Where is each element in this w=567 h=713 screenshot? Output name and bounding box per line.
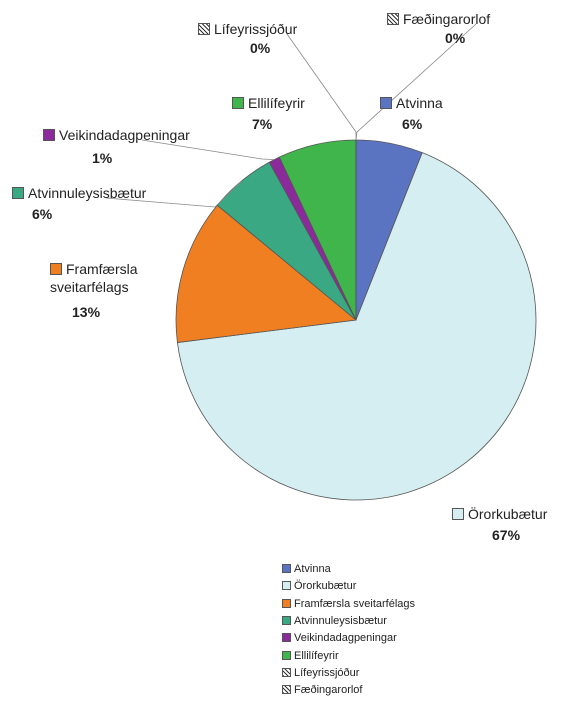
legend-item: Ellilífeyrir xyxy=(282,650,339,662)
pie-slice xyxy=(175,204,357,344)
leader-line xyxy=(286,33,357,140)
leader-line xyxy=(355,23,477,141)
slice-label: Ellilífeyrir xyxy=(232,94,352,112)
pie-slice xyxy=(176,152,537,501)
legend-label: Atvinnuleysisbætur xyxy=(294,614,387,627)
label-swatch xyxy=(198,23,210,35)
label-name: Framfærsla sveitarfélags xyxy=(50,261,138,295)
legend-swatch xyxy=(282,564,291,573)
slice-label: Fæðingarorlof xyxy=(387,10,537,28)
slice-label: Atvinna xyxy=(380,94,500,112)
legend-swatch xyxy=(282,633,291,643)
label-name: Lífeyrissjóður xyxy=(214,21,298,37)
label-swatch xyxy=(387,13,399,25)
label-swatch xyxy=(50,263,62,275)
legend-label: Atvinna xyxy=(294,563,331,575)
slice-value-label: 7% xyxy=(252,116,273,132)
legend-item: Fæðingarorlof xyxy=(282,684,362,696)
label-name: Atvinnuleysisbætur xyxy=(28,185,147,201)
legend-item: Atvinna xyxy=(282,563,331,575)
slice-value-label: 6% xyxy=(32,206,53,222)
legend-swatch xyxy=(282,598,291,608)
slice-label: Atvinnuleysisbætur xyxy=(12,184,172,202)
legend-label: Framfærsla sveitarfélags xyxy=(294,597,416,610)
legend-label: Veikindadagpeningar xyxy=(294,632,397,645)
legend-label: Fæðingarorlof xyxy=(294,684,363,697)
slice-value-label: 1% xyxy=(92,150,113,166)
leader-line xyxy=(105,181,242,208)
label-name: Örorkubætur xyxy=(468,506,548,522)
slice-value-label: 13% xyxy=(72,304,101,320)
label-name: Ellilífeyrir xyxy=(248,95,305,111)
legend-label: Ellilífeyrir xyxy=(294,649,339,662)
legend-label: Örorkubætur xyxy=(294,580,357,593)
label-swatch xyxy=(232,97,244,109)
label-swatch xyxy=(12,187,24,199)
legend-swatch xyxy=(282,685,291,695)
slice-label: Örorkubætur xyxy=(452,505,567,523)
slice-label: Veikindadagpeningar xyxy=(43,126,213,144)
label-name: Fæðingarorlof xyxy=(403,11,491,27)
slice-value-label: 0% xyxy=(445,30,466,46)
legend-item: Veikindadagpeningar xyxy=(282,632,397,644)
label-swatch xyxy=(43,129,55,141)
slice-value-label: 0% xyxy=(250,40,271,56)
label-swatch xyxy=(452,508,464,520)
legend-swatch xyxy=(282,615,291,625)
legend-item: Lífeyrissjóður xyxy=(282,667,359,679)
legend-item: Framfærsla sveitarfélags xyxy=(282,598,415,610)
legend-label: Lífeyrissjóður xyxy=(294,666,360,679)
label-swatch xyxy=(380,97,392,109)
legend-swatch xyxy=(282,581,291,591)
legend-item: Atvinnuleysisbætur xyxy=(282,615,387,627)
label-name: Veikindadagpeningar xyxy=(59,127,190,143)
slice-label: Framfærsla sveitarfélags xyxy=(50,260,160,296)
leader-line xyxy=(141,139,275,161)
label-name: Atvinna xyxy=(396,95,443,111)
legend-item: Örorkubætur xyxy=(282,580,356,592)
slice-label: Lífeyrissjóður xyxy=(198,20,348,38)
legend-swatch xyxy=(282,667,291,677)
legend-swatch xyxy=(282,650,291,660)
slice-value-label: 67% xyxy=(492,527,521,543)
slice-value-label: 6% xyxy=(402,116,423,132)
